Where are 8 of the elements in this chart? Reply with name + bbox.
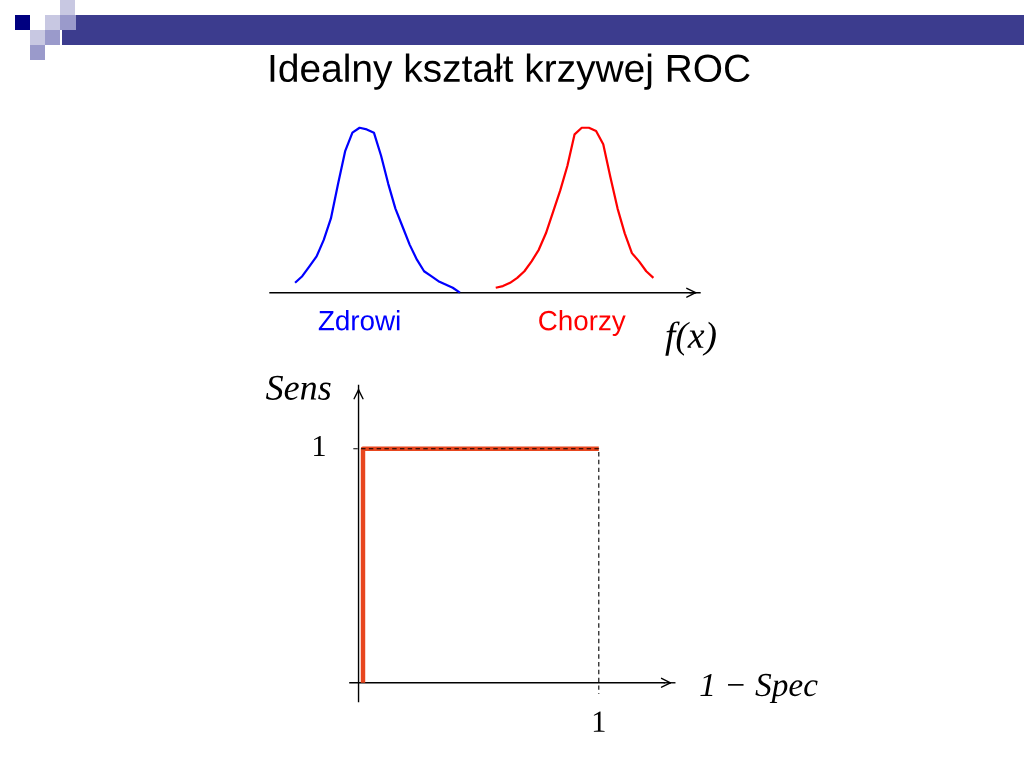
series-label: Zdrowi [318,310,400,331]
ref-line-label: 1 [314,435,325,457]
x-axis-title: f(x) [665,321,716,356]
chart-title: Idealny kształt krzywej ROC [270,53,750,90]
x-axis-title: 1 − Spec [700,673,818,704]
text: 1 [593,711,605,732]
y-axis-title: Sens [265,375,331,400]
series-label: Chorzy [539,310,626,336]
